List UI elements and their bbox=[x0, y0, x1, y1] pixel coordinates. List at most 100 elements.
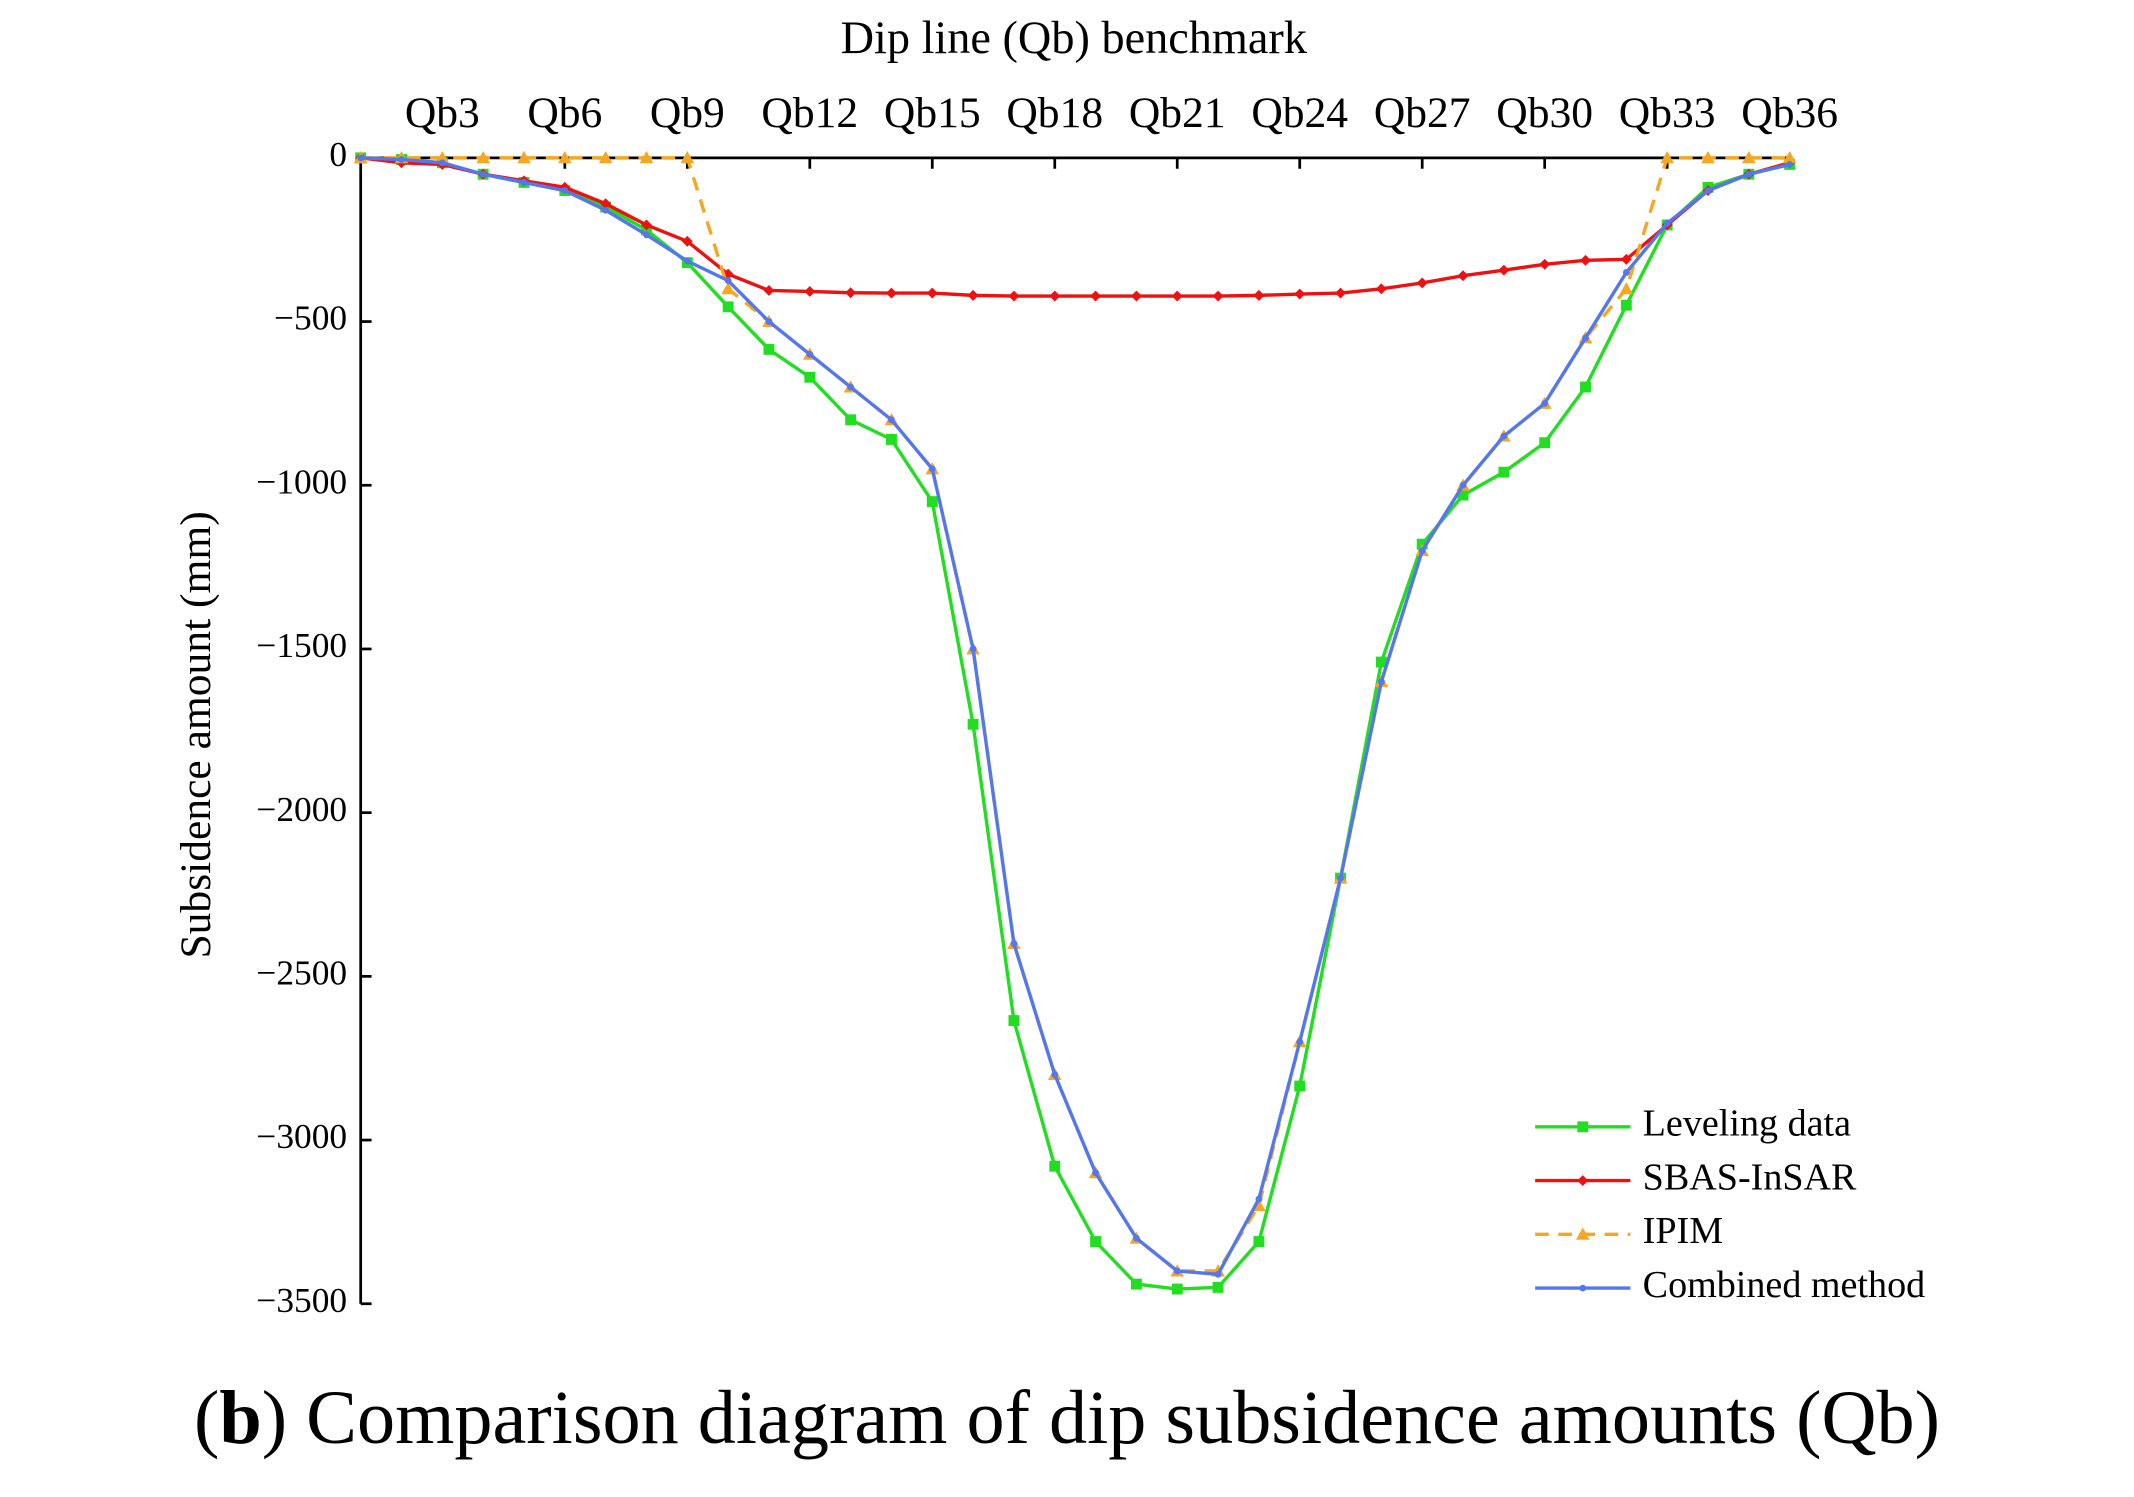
y-axis-label: Subsidence amount (mm) bbox=[172, 511, 220, 958]
chart-title: Dip line (Qb) benchmark bbox=[841, 13, 1308, 64]
marker bbox=[357, 154, 365, 162]
marker bbox=[1051, 1071, 1059, 1078]
series-line bbox=[360, 156, 1791, 1291]
marker bbox=[1253, 289, 1265, 301]
marker bbox=[1701, 151, 1715, 164]
marker bbox=[847, 383, 855, 391]
marker bbox=[1133, 1234, 1140, 1242]
x-tick-label: Qb9 bbox=[650, 89, 725, 137]
marker bbox=[1498, 466, 1510, 478]
marker bbox=[1212, 290, 1224, 302]
marker bbox=[1782, 151, 1797, 164]
marker bbox=[885, 287, 897, 299]
marker bbox=[683, 257, 691, 265]
marker bbox=[1580, 381, 1591, 393]
x-tick-label: Qb21 bbox=[1129, 89, 1226, 137]
marker bbox=[681, 235, 693, 247]
marker bbox=[641, 219, 652, 231]
marker bbox=[1745, 170, 1753, 178]
marker bbox=[1294, 1080, 1306, 1092]
marker bbox=[1580, 254, 1591, 266]
legend-label: Leveling data bbox=[1643, 1103, 1851, 1145]
y-tick-label: −1500 bbox=[256, 625, 347, 665]
marker bbox=[845, 287, 857, 299]
caption-part: ( bbox=[194, 1377, 219, 1461]
marker bbox=[1130, 290, 1142, 302]
x-tick-label: Qb30 bbox=[1496, 89, 1593, 137]
marker bbox=[1337, 874, 1344, 882]
marker bbox=[558, 151, 572, 164]
series-line bbox=[360, 156, 1790, 1273]
marker bbox=[1049, 290, 1061, 302]
marker bbox=[438, 159, 446, 167]
marker bbox=[1296, 1038, 1304, 1046]
x-tick-label: Qb27 bbox=[1374, 89, 1471, 137]
marker bbox=[1130, 1278, 1142, 1290]
marker bbox=[1620, 253, 1632, 265]
x-tick-label: Qb18 bbox=[1006, 89, 1103, 137]
y-tick-label: −1000 bbox=[256, 461, 347, 501]
marker bbox=[806, 350, 814, 358]
marker bbox=[763, 343, 775, 355]
x-tick-label: Qb12 bbox=[761, 89, 858, 137]
marker bbox=[1457, 489, 1469, 501]
marker bbox=[1214, 1270, 1222, 1278]
legend-label: IPIM bbox=[1643, 1210, 1723, 1252]
marker bbox=[1171, 290, 1183, 302]
marker bbox=[1173, 1267, 1181, 1275]
marker bbox=[1620, 299, 1632, 311]
marker bbox=[967, 718, 979, 730]
caption: (b) Comparison diagram of dip subsidence… bbox=[194, 1377, 1940, 1461]
marker bbox=[1660, 151, 1674, 164]
marker bbox=[1375, 656, 1387, 668]
series-line bbox=[360, 156, 1791, 1277]
y-tick-label: −500 bbox=[274, 298, 347, 338]
marker bbox=[520, 179, 528, 186]
x-tick-label: Qb3 bbox=[405, 89, 480, 137]
y-tick-label: −2500 bbox=[256, 952, 347, 992]
x-tick-label: Qb36 bbox=[1741, 89, 1838, 137]
x-tick-label: Qb24 bbox=[1251, 89, 1348, 137]
marker bbox=[680, 151, 695, 164]
marker bbox=[602, 206, 610, 214]
legend-label: SBAS-InSAR bbox=[1643, 1156, 1857, 1198]
marker bbox=[1092, 1169, 1099, 1177]
marker bbox=[1212, 1281, 1224, 1293]
marker bbox=[643, 231, 650, 239]
marker bbox=[1582, 334, 1589, 342]
marker bbox=[1622, 269, 1630, 276]
marker bbox=[1575, 1227, 1590, 1240]
marker bbox=[967, 289, 979, 301]
marker bbox=[1049, 1160, 1061, 1172]
marker bbox=[845, 414, 857, 426]
marker bbox=[1619, 282, 1634, 295]
marker bbox=[1704, 187, 1712, 195]
marker bbox=[517, 151, 531, 164]
marker bbox=[1294, 288, 1306, 300]
marker bbox=[1090, 290, 1102, 302]
marker bbox=[561, 187, 569, 195]
marker bbox=[928, 465, 936, 473]
marker bbox=[1418, 547, 1426, 555]
marker bbox=[1541, 400, 1549, 407]
y-tick-label: 0 bbox=[329, 134, 347, 174]
y-tick-label: −3500 bbox=[256, 1280, 347, 1320]
marker bbox=[804, 285, 816, 297]
x-tick-label: Qb15 bbox=[884, 89, 981, 137]
marker bbox=[1786, 161, 1794, 168]
marker bbox=[1010, 940, 1018, 948]
marker bbox=[765, 318, 773, 325]
marker bbox=[435, 151, 450, 164]
marker bbox=[639, 151, 654, 164]
marker bbox=[926, 496, 938, 508]
caption-part: ) Comparison diagram of dip subsidence a… bbox=[262, 1377, 1940, 1461]
marker bbox=[722, 301, 734, 313]
marker bbox=[1539, 258, 1551, 270]
marker bbox=[885, 433, 897, 445]
legend-label: Combined method bbox=[1643, 1264, 1926, 1306]
marker bbox=[1577, 1175, 1589, 1187]
marker bbox=[1459, 481, 1467, 489]
marker bbox=[1498, 264, 1510, 276]
marker bbox=[1008, 290, 1020, 302]
marker bbox=[1500, 432, 1508, 440]
